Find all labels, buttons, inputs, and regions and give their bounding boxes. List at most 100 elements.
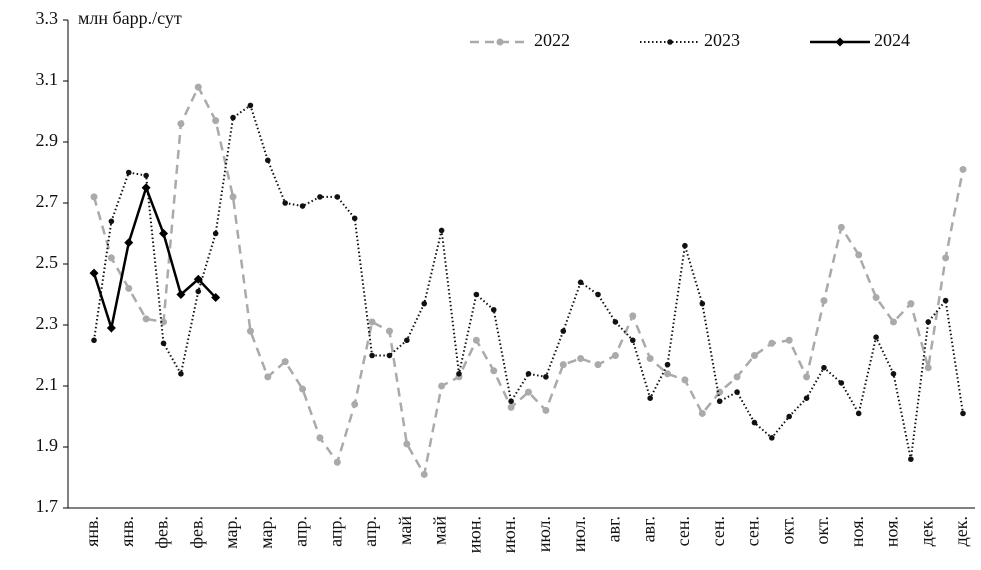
marker (838, 380, 845, 386)
marker (333, 458, 341, 466)
marker (212, 230, 219, 237)
marker (107, 254, 115, 262)
x-tick-label: ноя. (882, 516, 902, 547)
marker (734, 389, 740, 395)
x-tick-label: фев. (186, 516, 206, 549)
legend-label: 2024 (874, 30, 910, 50)
x-tick-label: апр. (325, 516, 345, 547)
marker (178, 371, 184, 377)
x-tick-label: окт. (812, 516, 832, 545)
marker (160, 340, 167, 347)
marker (496, 38, 504, 46)
marker (769, 435, 775, 441)
marker (211, 293, 221, 303)
marker (577, 279, 584, 286)
marker (351, 400, 359, 408)
x-tick-label: июн. (499, 516, 519, 553)
x-tick-label: дек. (916, 516, 936, 546)
marker (942, 297, 949, 304)
marker (629, 312, 637, 320)
marker (698, 409, 706, 417)
x-tick-label: июл. (569, 516, 589, 552)
y-tick-label: 3.1 (36, 69, 59, 89)
marker (942, 254, 950, 262)
marker (803, 373, 811, 381)
x-tick-label: янв. (117, 516, 137, 547)
x-tick-label: сен. (743, 516, 763, 546)
x-tick-label: авг. (604, 516, 624, 542)
y-tick-label: 2.3 (36, 313, 59, 333)
marker (177, 120, 185, 128)
marker (176, 290, 186, 299)
marker (629, 337, 636, 344)
marker (472, 336, 480, 344)
marker (821, 364, 827, 371)
marker (508, 398, 514, 405)
marker (890, 371, 897, 377)
marker (681, 376, 689, 384)
marker (490, 306, 497, 313)
x-tick-label: май (395, 516, 415, 545)
marker (90, 193, 98, 201)
y-tick-label: 1.7 (36, 496, 59, 516)
marker (368, 318, 376, 326)
x-tick-label: авг. (638, 516, 658, 542)
x-tick-label: ноя. (847, 516, 867, 547)
marker (699, 300, 706, 307)
marker (421, 300, 428, 307)
marker (908, 456, 914, 463)
marker (106, 323, 116, 333)
marker (264, 373, 272, 381)
marker (716, 398, 723, 405)
marker (125, 284, 133, 292)
marker (299, 203, 306, 209)
marker (525, 371, 532, 377)
marker (334, 194, 341, 200)
marker (873, 334, 879, 341)
marker (664, 370, 672, 378)
marker (803, 395, 810, 402)
marker (611, 352, 619, 359)
marker (281, 358, 289, 366)
marker (193, 274, 203, 284)
marker (212, 117, 220, 125)
marker (647, 395, 653, 402)
marker (612, 319, 619, 325)
marker (438, 382, 446, 390)
marker (837, 223, 845, 231)
x-tick-label: дек. (951, 516, 971, 546)
y-tick-label: 1.9 (36, 435, 59, 455)
marker (247, 102, 254, 109)
marker (960, 410, 966, 417)
marker (785, 336, 793, 344)
marker (91, 337, 97, 344)
y-axis-label: млн барр./сут (78, 8, 182, 28)
marker (141, 183, 151, 193)
x-tick-label: май (430, 516, 450, 545)
marker (385, 327, 393, 335)
marker (682, 242, 688, 249)
marker (542, 406, 550, 414)
marker (369, 352, 375, 359)
marker (820, 297, 828, 305)
marker (872, 294, 880, 302)
marker (403, 440, 411, 448)
x-tick-label: окт. (777, 516, 797, 545)
marker (404, 337, 410, 344)
marker (907, 300, 915, 308)
marker (473, 291, 480, 298)
marker (160, 318, 168, 326)
marker (420, 470, 428, 478)
marker (768, 339, 776, 347)
marker (525, 388, 532, 396)
marker (246, 327, 254, 335)
y-tick-label: 2.7 (36, 191, 59, 211)
x-tick-label: июл. (534, 516, 554, 552)
marker (646, 355, 654, 363)
marker (89, 268, 99, 278)
marker (299, 385, 307, 393)
series-line (92, 84, 965, 478)
x-tick-label: мар. (221, 516, 241, 549)
marker (924, 364, 932, 372)
marker (438, 227, 445, 234)
